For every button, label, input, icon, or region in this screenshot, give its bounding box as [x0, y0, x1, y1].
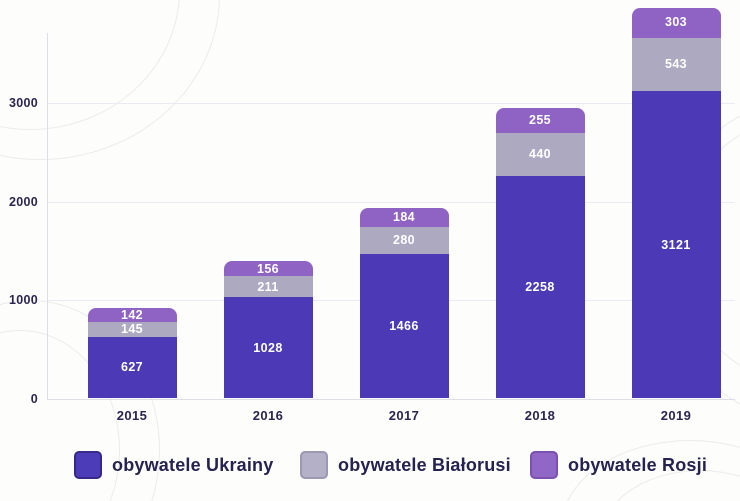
bar-value-label: 2258: [525, 280, 555, 295]
bar-value-label: 440: [528, 147, 552, 162]
bar-segment-2017-series-2: 184: [359, 208, 449, 227]
gridline-3000: [47, 103, 735, 104]
gridline-0: [47, 398, 735, 400]
y-tick-label-0: 0: [30, 391, 38, 406]
x-category-label-2016: 2016: [252, 408, 284, 423]
bar-segment-2018-series-2: 255: [495, 107, 585, 133]
bar-value-label: 142: [120, 308, 144, 323]
bar-value-label: 3121: [661, 237, 691, 252]
bar-value-label: 280: [392, 233, 416, 248]
y-axis-line: [47, 33, 48, 399]
bar-segment-2015-series-1: 145: [87, 322, 177, 337]
bar-2016: 156 211 1028: [223, 261, 313, 399]
bar-segment-2016-series-0: 1028: [223, 297, 313, 399]
bar-segment-2017-series-0: 1466: [359, 254, 449, 399]
bar-segment-2017-series-1: 280: [359, 226, 449, 255]
y-tick-label-1000: 1000: [8, 293, 38, 307]
bar-value-label: 627: [120, 360, 144, 375]
bar-value-label: 211: [257, 279, 279, 294]
bar-segment-2015-series-0: 627: [87, 336, 177, 399]
bar-2019: 303 543 3121: [631, 7, 721, 399]
bar-segment-2019-series-0: 3121: [631, 91, 721, 399]
bar-segment-2018-series-1: 440: [495, 132, 585, 177]
y-tick-label-2000: 2000: [8, 194, 38, 209]
bar-2015: 142 145 627: [87, 308, 177, 399]
x-category-label-2015: 2015: [116, 408, 148, 423]
y-tick-label-3000: 3000: [8, 96, 38, 110]
bar-value-label: 303: [664, 15, 688, 30]
x-category-label-2017: 2017: [388, 408, 420, 423]
bar-value-label: 184: [392, 210, 416, 225]
bar-segment-2016-series-2: 156: [223, 261, 313, 277]
bar-value-label: 145: [120, 322, 144, 337]
x-category-label-2018: 2018: [524, 408, 556, 423]
bar-2018: 255 440 2258: [495, 107, 585, 399]
bar-value-label: 156: [256, 261, 280, 276]
bar-segment-2019-series-1: 543: [631, 37, 721, 92]
bar-value-label: 1028: [253, 340, 283, 355]
bar-segment-2019-series-2: 303: [631, 7, 721, 38]
bar-value-label: 543: [664, 57, 688, 72]
bar-value-label: 1466: [389, 319, 419, 334]
gridline-2000: [47, 201, 735, 203]
bar-2017: 184 280 1466: [359, 208, 449, 399]
bar-segment-2016-series-1: 211: [223, 276, 313, 298]
bar-value-label: 255: [528, 112, 552, 127]
bar-segment-2018-series-0: 2258: [495, 176, 585, 399]
bar-segment-2015-series-2: 142: [87, 308, 177, 323]
x-category-label-2019: 2019: [660, 408, 692, 423]
